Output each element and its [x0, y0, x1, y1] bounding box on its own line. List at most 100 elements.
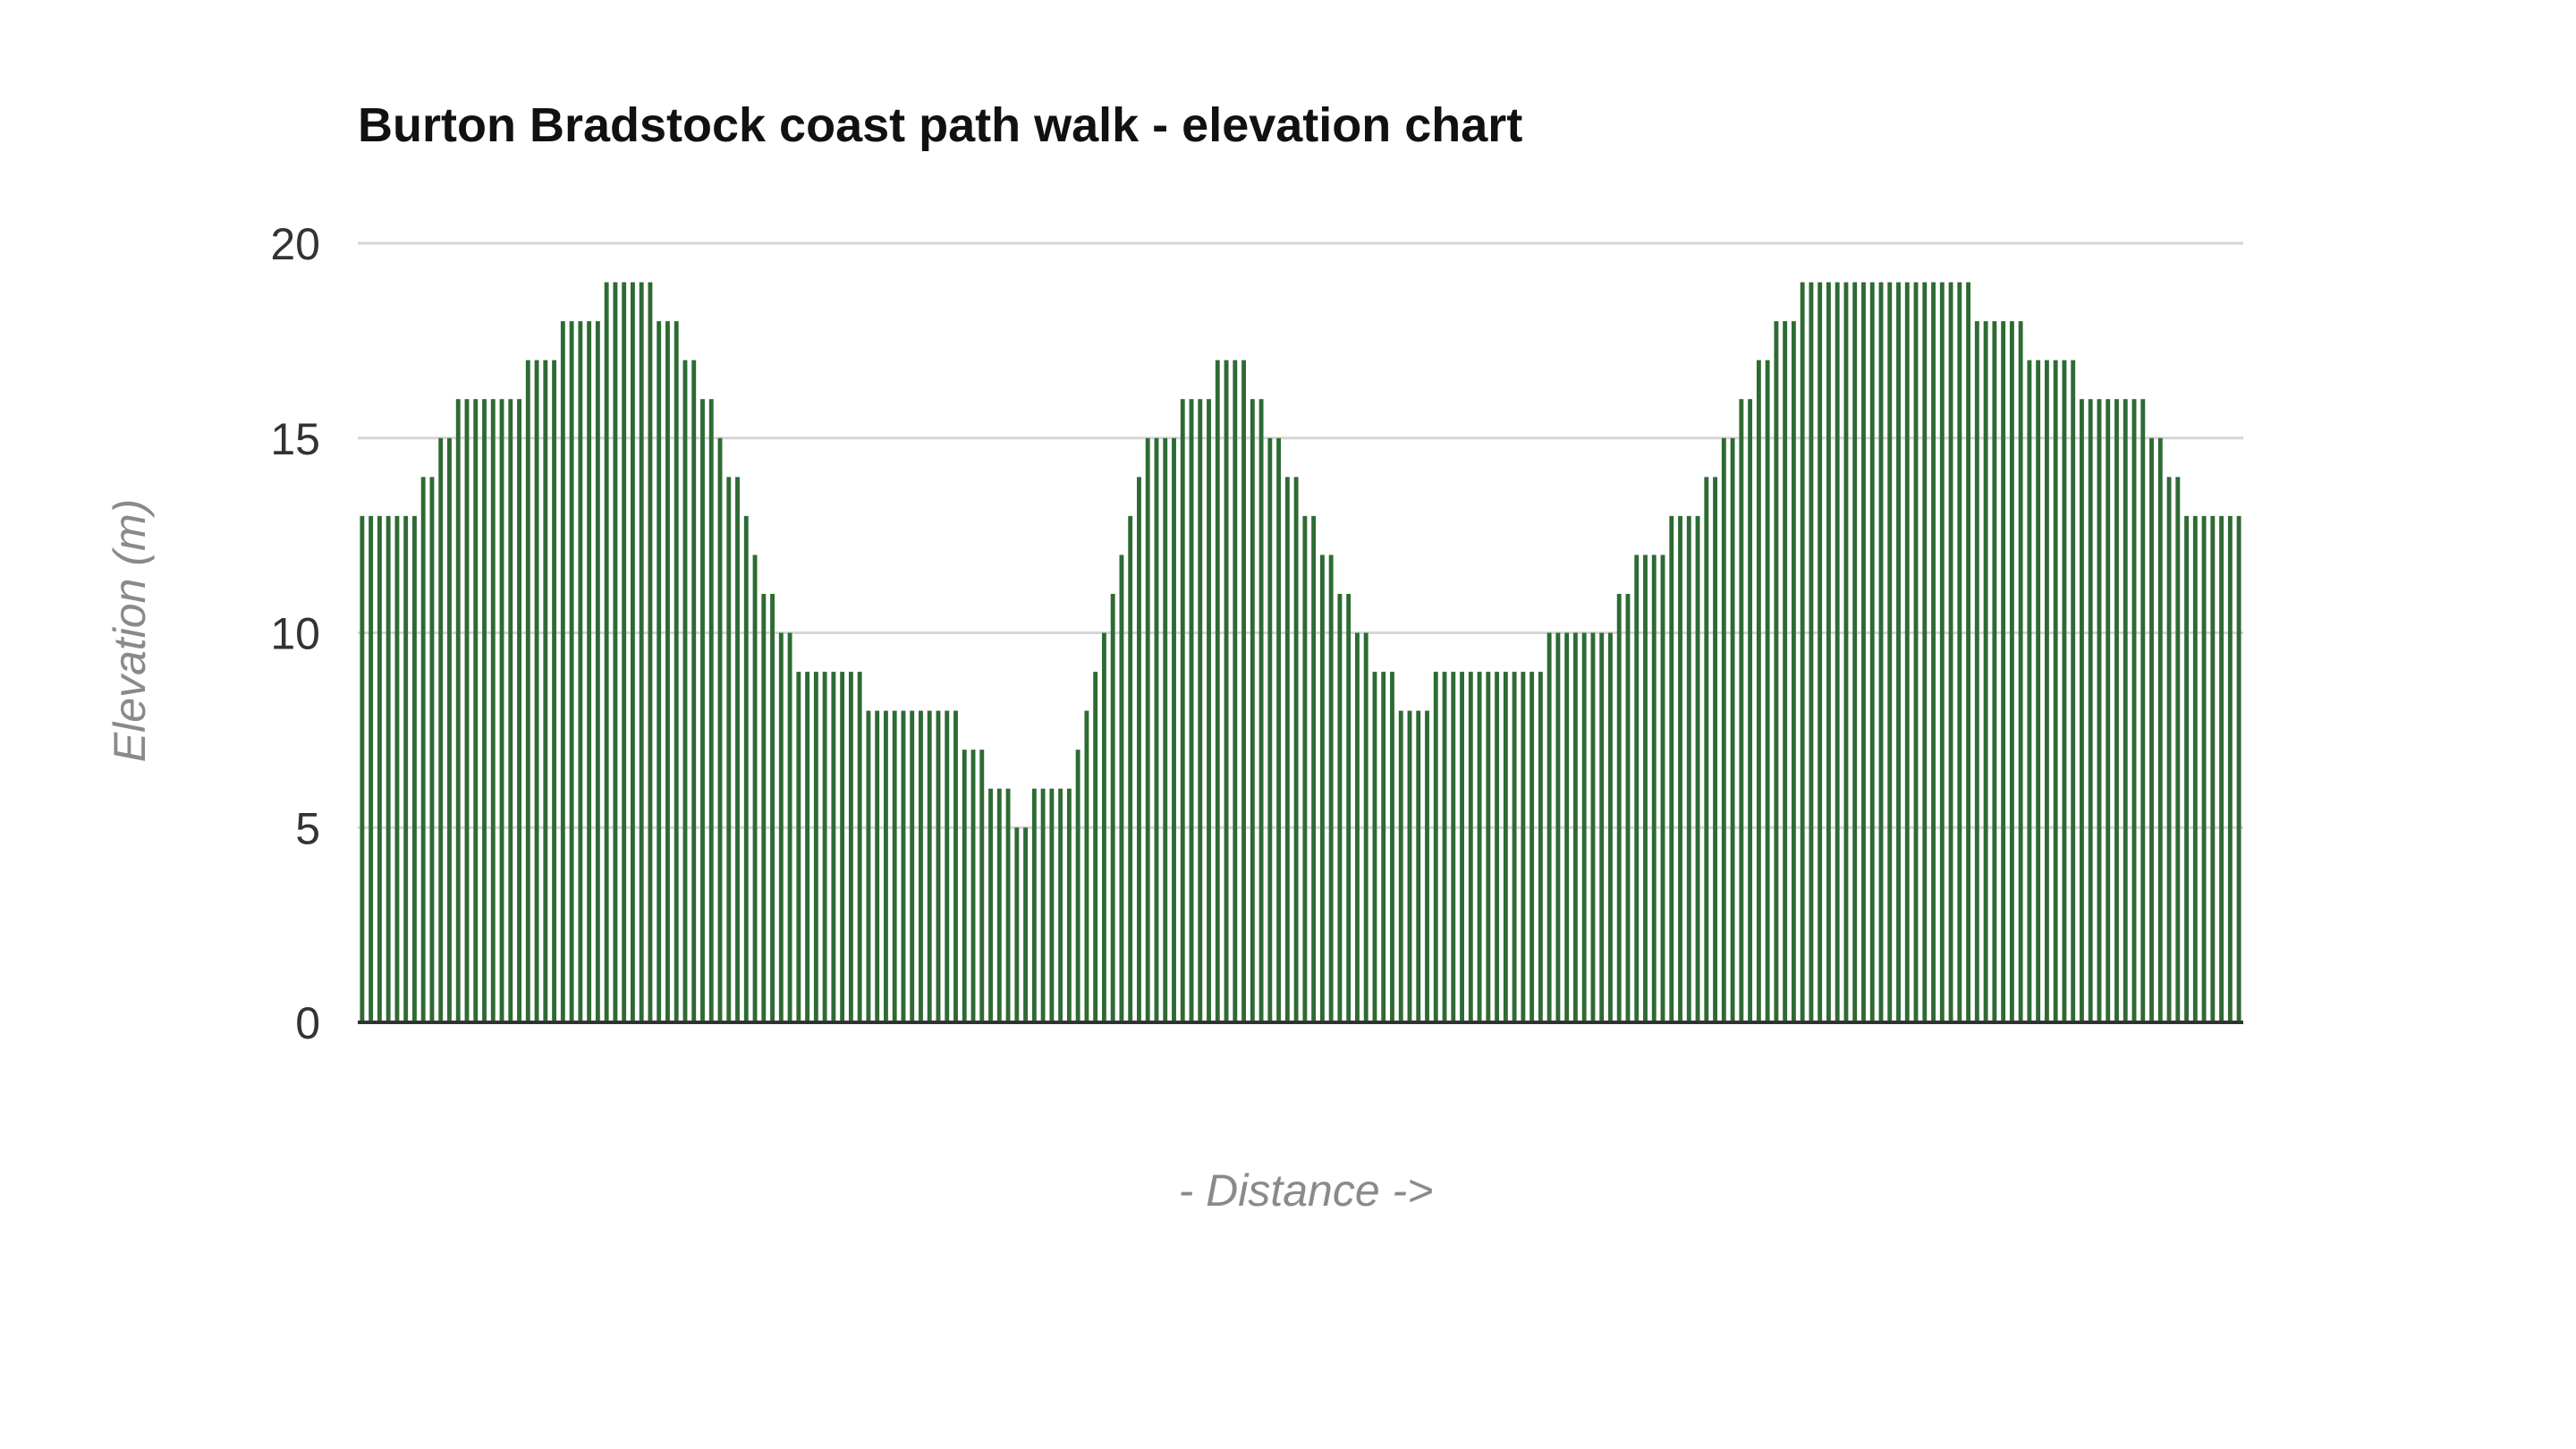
elevation-bar — [604, 282, 609, 1022]
elevation-bar — [2201, 515, 2207, 1022]
elevation-bar — [2192, 515, 2198, 1022]
elevation-bar — [369, 515, 374, 1022]
elevation-bar — [1390, 672, 1394, 1022]
elevation-bar — [2184, 515, 2190, 1022]
x-axis-title: - Distance -> — [1179, 1165, 1434, 1216]
elevation-bar — [1224, 360, 1229, 1022]
elevation-bar — [1110, 593, 1115, 1022]
elevation-bar — [1425, 710, 1429, 1022]
y-axis-ticks: 0 5 10 15 20 — [270, 219, 320, 1048]
elevation-bar — [700, 399, 705, 1022]
elevation-bar — [936, 710, 941, 1022]
elevation-bar — [822, 672, 827, 1022]
elevation-bar — [883, 710, 888, 1022]
elevation-bar — [1669, 515, 1674, 1022]
elevation-bar — [1983, 321, 1988, 1023]
elevation-bar — [1486, 672, 1491, 1022]
elevation-bar — [1075, 750, 1080, 1022]
elevation-bar — [1774, 321, 1779, 1023]
elevation-bar — [1233, 360, 1238, 1022]
elevation-bar — [1031, 788, 1037, 1022]
elevation-bar — [813, 672, 818, 1022]
elevation-bar — [1468, 672, 1473, 1022]
elevation-bar — [1460, 672, 1464, 1022]
elevation-bar — [420, 477, 426, 1022]
elevation-bar — [1363, 632, 1368, 1022]
elevation-bar — [377, 515, 382, 1022]
elevation-bar — [848, 672, 853, 1022]
elevation-bar — [1922, 282, 1928, 1022]
elevation-bar — [2027, 360, 2032, 1022]
elevation-bar — [630, 282, 635, 1022]
elevation-bar — [1913, 282, 1919, 1022]
elevation-bar — [1765, 360, 1770, 1022]
elevation-bar — [996, 788, 1002, 1022]
elevation-bar — [1651, 555, 1657, 1022]
elevation-bar — [648, 282, 653, 1022]
elevation-bar — [1293, 477, 1299, 1022]
elevation-bar — [979, 750, 985, 1022]
bar-series — [360, 282, 2241, 1023]
elevation-bar — [1555, 632, 1561, 1022]
elevation-bar — [1319, 555, 1325, 1022]
elevation-bar — [1180, 399, 1185, 1022]
elevation-bar — [910, 710, 915, 1022]
elevation-bar — [796, 672, 801, 1022]
elevation-bar — [1678, 515, 1682, 1022]
elevation-bar — [1581, 632, 1587, 1022]
elevation-bar — [1398, 710, 1403, 1022]
elevation-bar — [682, 360, 688, 1022]
elevation-bar — [473, 399, 479, 1022]
elevation-bar — [2219, 515, 2224, 1022]
elevation-bar — [2236, 515, 2241, 1022]
elevation-bar — [2088, 399, 2093, 1022]
elevation-bar — [411, 515, 417, 1022]
elevation-bar — [2097, 399, 2102, 1022]
elevation-bar — [988, 788, 993, 1022]
chart-title: Burton Bradstock coast path walk - eleva… — [358, 98, 1522, 152]
elevation-bar — [429, 477, 435, 1022]
elevation-bar — [534, 360, 539, 1022]
elevation-bar — [1616, 593, 1622, 1022]
elevation-bar — [717, 437, 723, 1022]
elevation-bar — [1416, 710, 1421, 1022]
elevation-bar — [613, 282, 618, 1022]
elevation-bar — [1564, 632, 1570, 1022]
elevation-bar — [665, 321, 670, 1023]
elevation-bar — [1599, 632, 1605, 1022]
elevation-bar — [1372, 672, 1377, 1022]
elevation-bar — [1163, 437, 1168, 1022]
elevation-bar — [1852, 282, 1858, 1022]
elevation-bar — [1643, 555, 1648, 1022]
elevation-bar — [1904, 282, 1910, 1022]
elevation-bar — [499, 399, 504, 1022]
elevation-bar — [1660, 555, 1665, 1022]
elevation-bar — [1974, 321, 1979, 1023]
elevation-bar — [1791, 321, 1796, 1023]
elevation-bar — [508, 399, 513, 1022]
elevation-bar — [805, 672, 810, 1022]
elevation-bar — [455, 399, 461, 1022]
y-tick-label: 10 — [270, 609, 320, 659]
elevation-bar — [552, 360, 557, 1022]
elevation-bar — [2080, 399, 2084, 1022]
elevation-bar — [639, 282, 644, 1022]
elevation-bar — [1957, 282, 1962, 1022]
elevation-bar — [2114, 399, 2119, 1022]
elevation-bar — [831, 672, 836, 1022]
y-tick-label: 20 — [270, 219, 320, 269]
elevation-bar — [1538, 672, 1543, 1022]
elevation-bar — [657, 321, 662, 1023]
elevation-bar — [1835, 282, 1840, 1022]
elevation-bar — [595, 321, 600, 1023]
elevation-bar — [447, 437, 452, 1022]
elevation-bar — [761, 593, 767, 1022]
elevation-bar — [1023, 827, 1029, 1022]
elevation-bar — [1354, 632, 1360, 1022]
elevation-bar — [1818, 282, 1823, 1022]
elevation-bar — [2166, 477, 2172, 1022]
elevation-bar — [2131, 399, 2137, 1022]
elevation-bar — [901, 710, 906, 1022]
elevation-bar — [1634, 555, 1640, 1022]
elevation-bar — [1328, 555, 1334, 1022]
